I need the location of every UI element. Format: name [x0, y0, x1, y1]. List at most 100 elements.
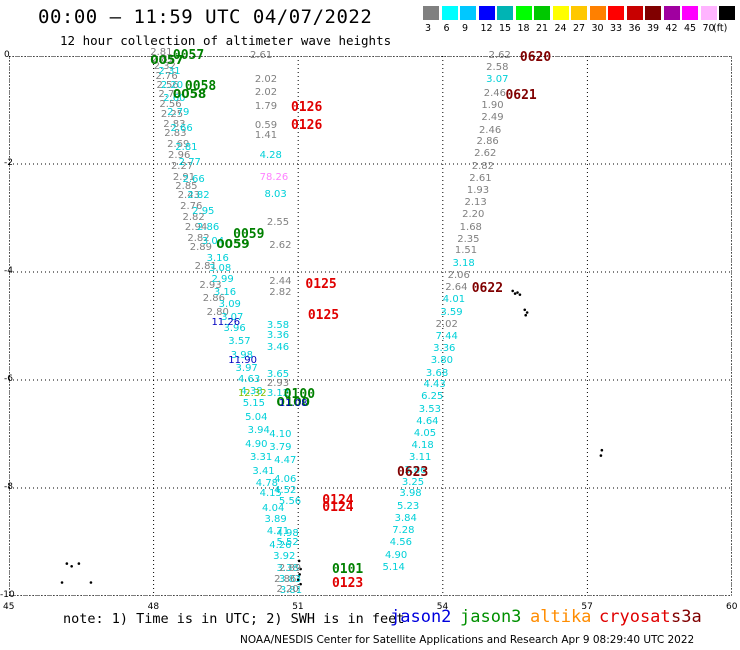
wave-height-value: 2.27 [170, 160, 194, 172]
pass-time-label: 0623 [397, 464, 429, 480]
pass-time-label: 0124 [322, 499, 354, 515]
wave-height-value: 2.93 [266, 378, 290, 390]
island-marker [518, 293, 522, 296]
wave-height-value: 1.90 [481, 99, 504, 111]
island-marker [60, 581, 64, 584]
legend-swatch [589, 6, 606, 20]
wave-height-value: 3.46 [266, 341, 290, 353]
wave-height-value: 2.61 [469, 173, 492, 185]
wave-height-value: 2.56 [159, 98, 182, 110]
island-marker [65, 562, 69, 565]
wave-height-value: 4.43 [423, 379, 446, 391]
wave-height-value: 5.23 [397, 500, 420, 512]
legend-swatch [682, 6, 698, 20]
wave-height-value: 2.62 [474, 148, 497, 160]
island-marker [600, 448, 604, 452]
legend-label: (ft) [713, 23, 728, 34]
legend-swatch [663, 6, 680, 20]
wave-height-value: 8.03 [264, 189, 287, 201]
wave-height-value: 2.83 [164, 128, 187, 140]
wave-height-value: 2.32 [153, 60, 176, 72]
y-tick-label: -2 [4, 158, 13, 168]
island-marker [70, 565, 73, 568]
legend-label: 21 [536, 23, 549, 34]
pass-time-label: 0058 [184, 78, 217, 94]
wave-height-value: 2.94 [184, 221, 208, 233]
legend-label: 42 [665, 23, 678, 34]
wave-height-value: 2.61 [250, 50, 273, 61]
wave-height-value: 2.02 [254, 74, 278, 86]
wave-height-value: 2.43 [177, 190, 200, 202]
pass-time-label: 0125 [307, 308, 340, 324]
wave-height-value: 2.49 [481, 112, 504, 124]
wave-height-value: 11.26 [211, 317, 241, 329]
wave-height-value: 1.68 [459, 221, 482, 233]
wave-height-value: 12.32 [237, 387, 267, 399]
satellite-s3a: s3a [671, 607, 702, 627]
legend-swatch [626, 6, 643, 20]
wave-height-value: 6.25 [421, 391, 444, 403]
pass-time-label: 0123 [331, 575, 364, 591]
legend-swatch [608, 6, 624, 20]
wave-height-value: 3.79 [269, 441, 292, 453]
legend-swatch [497, 6, 513, 20]
wave-height-value: 2.80 [206, 306, 229, 318]
legend-swatch [552, 6, 569, 20]
wave-height-value: 0059 [216, 236, 250, 251]
island-marker [299, 567, 302, 571]
wave-height-value: 2.31 [158, 66, 181, 78]
y-tick-label: -10 [0, 590, 15, 600]
wave-height-value: 11.90 [228, 355, 257, 367]
wave-height-value: 0057 [150, 53, 184, 68]
legend-label: 24 [554, 23, 567, 34]
wave-height-value: 7.44 [435, 330, 458, 342]
island-marker [89, 581, 93, 584]
wave-height-value: 2.82 [187, 190, 210, 202]
wave-height-value: 5.15 [242, 398, 266, 410]
legend-swatch [460, 6, 476, 20]
wave-height-value: 3.25 [401, 476, 425, 488]
wave-height-value: 2.62 [269, 240, 292, 252]
wave-height-value: 2.81 [150, 46, 173, 58]
legend-label: 15 [499, 23, 512, 34]
wave-height-value: 2.44 [269, 275, 292, 287]
wave-height-map [9, 56, 732, 596]
legend-swatch [719, 6, 735, 20]
satellite-jason2: jason2 [390, 607, 452, 627]
wave-height-value: 4.78 [255, 477, 279, 489]
wave-height-value: 3.58 [266, 320, 290, 331]
wave-height-value: 3.96 [223, 322, 246, 334]
x-tick-label: 60 [726, 602, 738, 612]
wave-height-value: 2.20 [160, 79, 184, 91]
wave-height-value: 2.93 [199, 279, 222, 291]
wave-height-value: 4.28 [259, 149, 282, 161]
legend-swatch [478, 6, 495, 20]
wave-height-value: 2.66 [170, 122, 193, 134]
x-tick-label: 45 [3, 602, 15, 612]
wave-height-value: 2.35 [457, 233, 480, 245]
wave-height-value: 2.62 [488, 50, 511, 61]
legend-label: 9 [462, 23, 469, 34]
wave-height-value: 0058 [172, 86, 207, 101]
wave-height-value: 2.46 [483, 87, 507, 99]
island-marker [524, 313, 528, 317]
pass-time-label: 0126 [290, 118, 323, 134]
island-marker [523, 308, 527, 312]
credit-line: NOAA/NESDIS Center for Satellite Applica… [240, 634, 695, 646]
chart-subtitle: 12 hour collection of altimeter wave hei… [60, 33, 392, 48]
wave-height-value: 4.26 [269, 540, 292, 552]
wave-height-value: 1.41 [254, 129, 278, 141]
wave-height-value: 4.10 [269, 429, 292, 441]
wave-height-value: 2.64 [445, 282, 468, 294]
wave-height-value: 2.60 [163, 93, 186, 105]
island-marker [516, 291, 519, 294]
wave-height-value: 2.86 [476, 136, 499, 148]
wave-height-value: 2.82 [187, 232, 210, 244]
legend-label: 18 [517, 23, 530, 34]
wave-height-value: 3.98 [230, 349, 253, 361]
wave-height-value: 2.79 [167, 106, 190, 118]
wave-height-value: 3.04 [201, 236, 225, 248]
wave-height-value: 2.02 [254, 86, 278, 98]
wave-height-value: 2.86 [202, 293, 226, 304]
wave-height-value: 5.56 [278, 495, 302, 507]
